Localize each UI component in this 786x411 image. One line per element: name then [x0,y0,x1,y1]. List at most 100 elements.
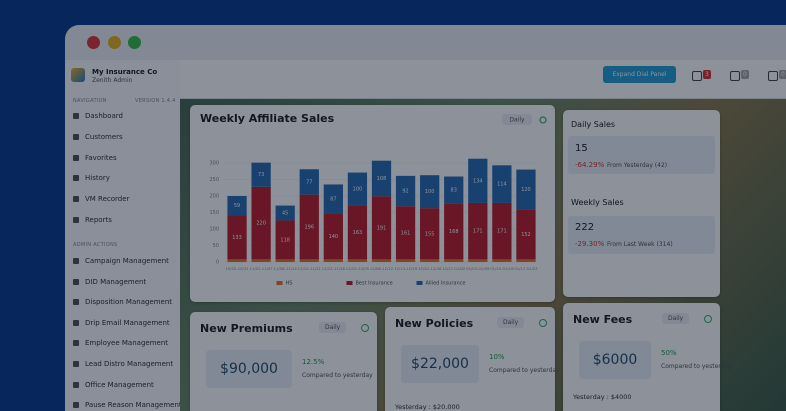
close-button[interactable] [87,36,100,49]
card-value: $6000 [579,341,651,379]
data-label: 100 [353,187,363,193]
data-label: 140 [329,234,339,240]
admin-text: Lead Distro Management [85,360,174,368]
bar-segment [227,196,247,216]
admin-icon [73,340,79,347]
card-filter[interactable]: Daily [319,322,347,333]
bar-segment [444,259,464,262]
minimize-button[interactable] [108,36,121,49]
bar-segment [468,202,488,260]
x-tick-label: 01/10-01/16 [490,266,514,271]
admin-icon [73,402,79,409]
nav-text: Dashboard [85,112,123,120]
badge: 0 [779,70,786,79]
card-change: 12.5% [302,358,325,366]
x-tick-label: 12/13-12/19 [394,266,418,271]
data-label: 196 [304,225,314,231]
refresh-icon[interactable] [539,116,547,124]
bar-segment [395,259,416,262]
chart-filter[interactable]: Daily [509,117,525,124]
data-label: 133 [232,235,242,241]
daily-box [568,136,715,174]
nav-item[interactable]: History [73,174,110,182]
card-note: Compared to yesterday [661,363,732,370]
admin-item[interactable]: Disposition Management [73,298,172,306]
card-title: New Premiums [200,322,293,335]
bar-segment [275,220,295,260]
x-tick-label: 10/25-10/31 [225,266,249,271]
bar-segment [299,194,319,260]
admin-text: Disposition Management [85,298,173,307]
card-note: Compared to yesterday [489,367,560,374]
nav-item[interactable]: Dashboard [73,112,123,120]
admin-item[interactable]: Office Management [73,381,154,389]
chart-title: Weekly Affiliate Sales [200,112,335,125]
sidebar: My Insurance Co Zenith Admin NAVIGATION … [65,60,182,411]
data-label: 92 [402,189,408,195]
card-value: $90,000 [206,350,292,388]
topbar-icon[interactable] [768,71,778,81]
metric-card: New Policies Daily $22,000 10% Compared to y… [385,307,560,411]
bar-segment [251,259,271,262]
legend-swatch [346,281,353,285]
refresh-icon[interactable] [704,315,712,323]
admin-item[interactable]: Pause Reason Management [73,401,182,409]
weekly-sales-note: From Last Week (314) [607,241,673,248]
refresh-icon[interactable] [361,324,369,332]
x-tick-label: 12/06-12/12 [370,266,394,271]
bar-segment [516,259,536,262]
nav-item[interactable]: Favorites [73,154,117,162]
nav-label: NAVIGATION [73,98,107,104]
data-label: 73 [258,172,264,178]
legend-label: Best Insurance [356,281,393,287]
topbar: Expand Dial Panel 3 0 0 [180,60,786,99]
nav-item[interactable]: VM Recorder [73,195,129,203]
card-change: 50% [661,349,677,357]
maximize-button[interactable] [128,36,141,49]
metric-card: New Fees Daily $6000 50% Compared to yesterd… [563,303,732,411]
card-filter[interactable]: Daily [662,313,690,324]
admin-item[interactable]: Campaign Management [73,257,169,265]
data-label: 77 [306,179,312,185]
nav-icon [73,154,79,161]
nav-icon [73,133,79,140]
topbar-icon[interactable] [692,71,702,81]
nav-icon [73,196,79,203]
admin-item[interactable]: Employee Management [73,339,168,347]
data-label: 171 [473,229,483,235]
bar-segment [275,259,295,262]
refresh-icon[interactable] [539,319,547,327]
badge: 0 [741,70,749,79]
y-tick-label: 50 [213,243,219,249]
data-label: 220 [256,221,266,227]
bar-segment [251,186,271,260]
y-tick-label: 150 [209,210,219,216]
admin-item[interactable]: Drip Email Management [73,319,170,327]
weekly-sales-value: 222 [575,222,595,233]
daily-sales-change: -64.29% [575,161,605,169]
admin-text: DID Management [85,277,147,286]
filter-box[interactable] [502,114,532,125]
admin-text: Pause Reason Management [85,401,182,410]
admin-item[interactable]: DID Management [73,278,146,286]
nav-item[interactable]: Reports [73,216,112,224]
daily-sales-note: From Yesterday (42) [607,162,668,169]
legend-swatch [276,281,283,285]
bar-segment [299,259,319,262]
daily-sales-value: 15 [575,143,588,154]
bar-segment [227,215,247,260]
nav-item[interactable]: Customers [73,133,123,141]
bar-segment [420,175,440,209]
bar-segment [371,259,392,262]
admin-item[interactable]: Lead Distro Management [73,360,173,368]
admin-icon [73,381,79,388]
x-tick-label: 01/03-01/09 [466,266,490,271]
x-tick-label: 11/15-11/21 [298,266,322,271]
topbar-icon[interactable] [730,71,740,81]
data-label: 114 [497,182,507,188]
legend-label: HS [286,281,293,287]
expand-dial-button[interactable]: Expand Dial Panel [603,66,676,83]
card-yesterday: Yesterday : $20,000 [395,403,460,411]
weekly-sales-title: Weekly Sales [571,198,624,207]
card-filter[interactable]: Daily [497,317,525,328]
